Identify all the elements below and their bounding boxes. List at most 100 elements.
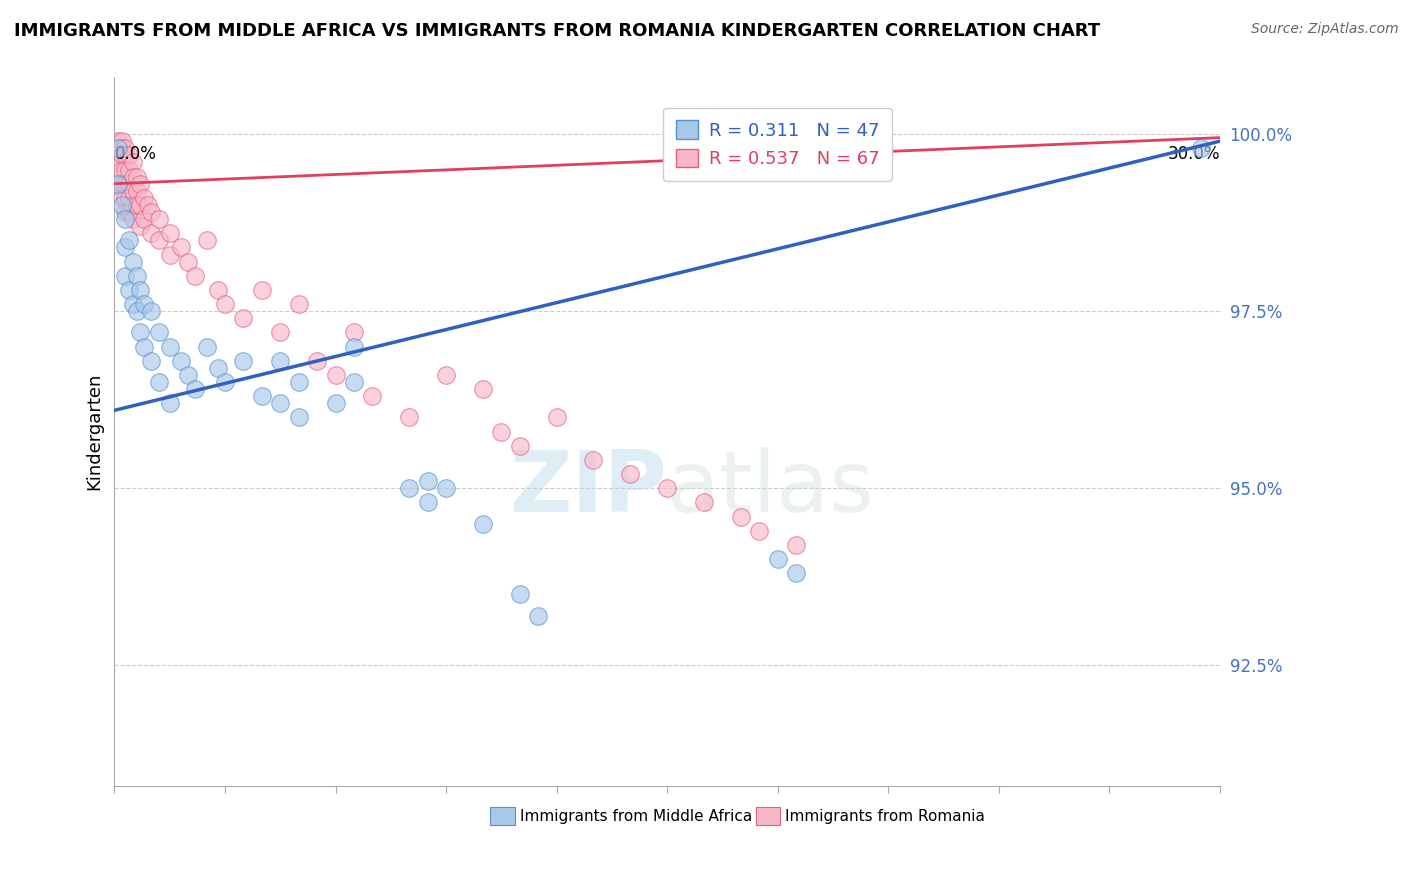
Point — [170, 353, 193, 368]
Point — [114, 240, 136, 254]
Point — [214, 297, 236, 311]
Point — [159, 396, 181, 410]
Point — [107, 155, 129, 169]
Point — [184, 268, 207, 283]
Point — [325, 396, 347, 410]
Point — [129, 198, 152, 212]
Point — [361, 389, 384, 403]
Text: ZIP: ZIP — [509, 447, 666, 530]
Point — [148, 212, 170, 227]
Point — [121, 184, 143, 198]
Point — [125, 169, 148, 184]
Point — [195, 340, 218, 354]
Point — [118, 205, 141, 219]
Point — [287, 375, 309, 389]
Point — [148, 233, 170, 247]
FancyBboxPatch shape — [491, 807, 515, 825]
Point — [766, 552, 789, 566]
FancyBboxPatch shape — [755, 807, 780, 825]
Text: atlas: atlas — [666, 447, 875, 530]
Point — [111, 177, 134, 191]
Point — [325, 368, 347, 382]
Point — [287, 410, 309, 425]
Point — [114, 177, 136, 191]
Point — [343, 340, 366, 354]
Point — [125, 268, 148, 283]
Point — [132, 191, 155, 205]
Point — [159, 247, 181, 261]
Point — [107, 177, 129, 191]
Point — [125, 198, 148, 212]
Point — [121, 212, 143, 227]
Point — [111, 191, 134, 205]
Point — [471, 516, 494, 531]
Text: IMMIGRANTS FROM MIDDLE AFRICA VS IMMIGRANTS FROM ROMANIA KINDERGARTEN CORRELATIO: IMMIGRANTS FROM MIDDLE AFRICA VS IMMIGRA… — [14, 22, 1099, 40]
Point — [416, 474, 439, 488]
Point — [132, 297, 155, 311]
Point — [170, 240, 193, 254]
Point — [730, 509, 752, 524]
Point — [148, 375, 170, 389]
Point — [159, 227, 181, 241]
Point — [527, 608, 550, 623]
Point — [129, 283, 152, 297]
Point — [132, 340, 155, 354]
Point — [207, 360, 229, 375]
Point — [118, 283, 141, 297]
Point — [655, 481, 678, 495]
Point — [177, 254, 200, 268]
Point — [118, 233, 141, 247]
Point — [118, 191, 141, 205]
Text: Source: ZipAtlas.com: Source: ZipAtlas.com — [1251, 22, 1399, 37]
Point — [250, 389, 273, 403]
Point — [434, 481, 457, 495]
Point — [118, 177, 141, 191]
Point — [111, 162, 134, 177]
Point — [114, 141, 136, 155]
Point — [132, 212, 155, 227]
Point — [748, 524, 770, 538]
Point — [129, 326, 152, 340]
Point — [121, 155, 143, 169]
Point — [307, 353, 329, 368]
Point — [111, 148, 134, 162]
Point — [471, 382, 494, 396]
Point — [114, 205, 136, 219]
Point — [114, 191, 136, 205]
Point — [148, 326, 170, 340]
Point — [111, 134, 134, 148]
Point — [159, 340, 181, 354]
Point — [184, 382, 207, 396]
Point — [129, 177, 152, 191]
Point — [1191, 141, 1213, 155]
Point — [287, 297, 309, 311]
Point — [269, 353, 291, 368]
Point — [434, 368, 457, 382]
Point — [619, 467, 641, 481]
Point — [214, 375, 236, 389]
Point — [121, 297, 143, 311]
Point — [121, 254, 143, 268]
Text: 0.0%: 0.0% — [114, 145, 156, 163]
Point — [111, 198, 134, 212]
Point — [582, 453, 605, 467]
Point — [107, 134, 129, 148]
Point — [114, 162, 136, 177]
Point — [177, 368, 200, 382]
Point — [118, 162, 141, 177]
Point — [398, 481, 420, 495]
Legend: R = 0.311   N = 47, R = 0.537   N = 67: R = 0.311 N = 47, R = 0.537 N = 67 — [664, 108, 891, 181]
Point — [546, 410, 568, 425]
Text: Immigrants from Romania: Immigrants from Romania — [786, 809, 986, 823]
Text: 30.0%: 30.0% — [1167, 145, 1220, 163]
Point — [250, 283, 273, 297]
Point — [269, 326, 291, 340]
Point — [118, 148, 141, 162]
Point — [195, 233, 218, 247]
Point — [114, 212, 136, 227]
Text: Immigrants from Middle Africa: Immigrants from Middle Africa — [520, 809, 752, 823]
Point — [125, 184, 148, 198]
Point — [141, 353, 163, 368]
Point — [693, 495, 716, 509]
Point — [509, 587, 531, 601]
